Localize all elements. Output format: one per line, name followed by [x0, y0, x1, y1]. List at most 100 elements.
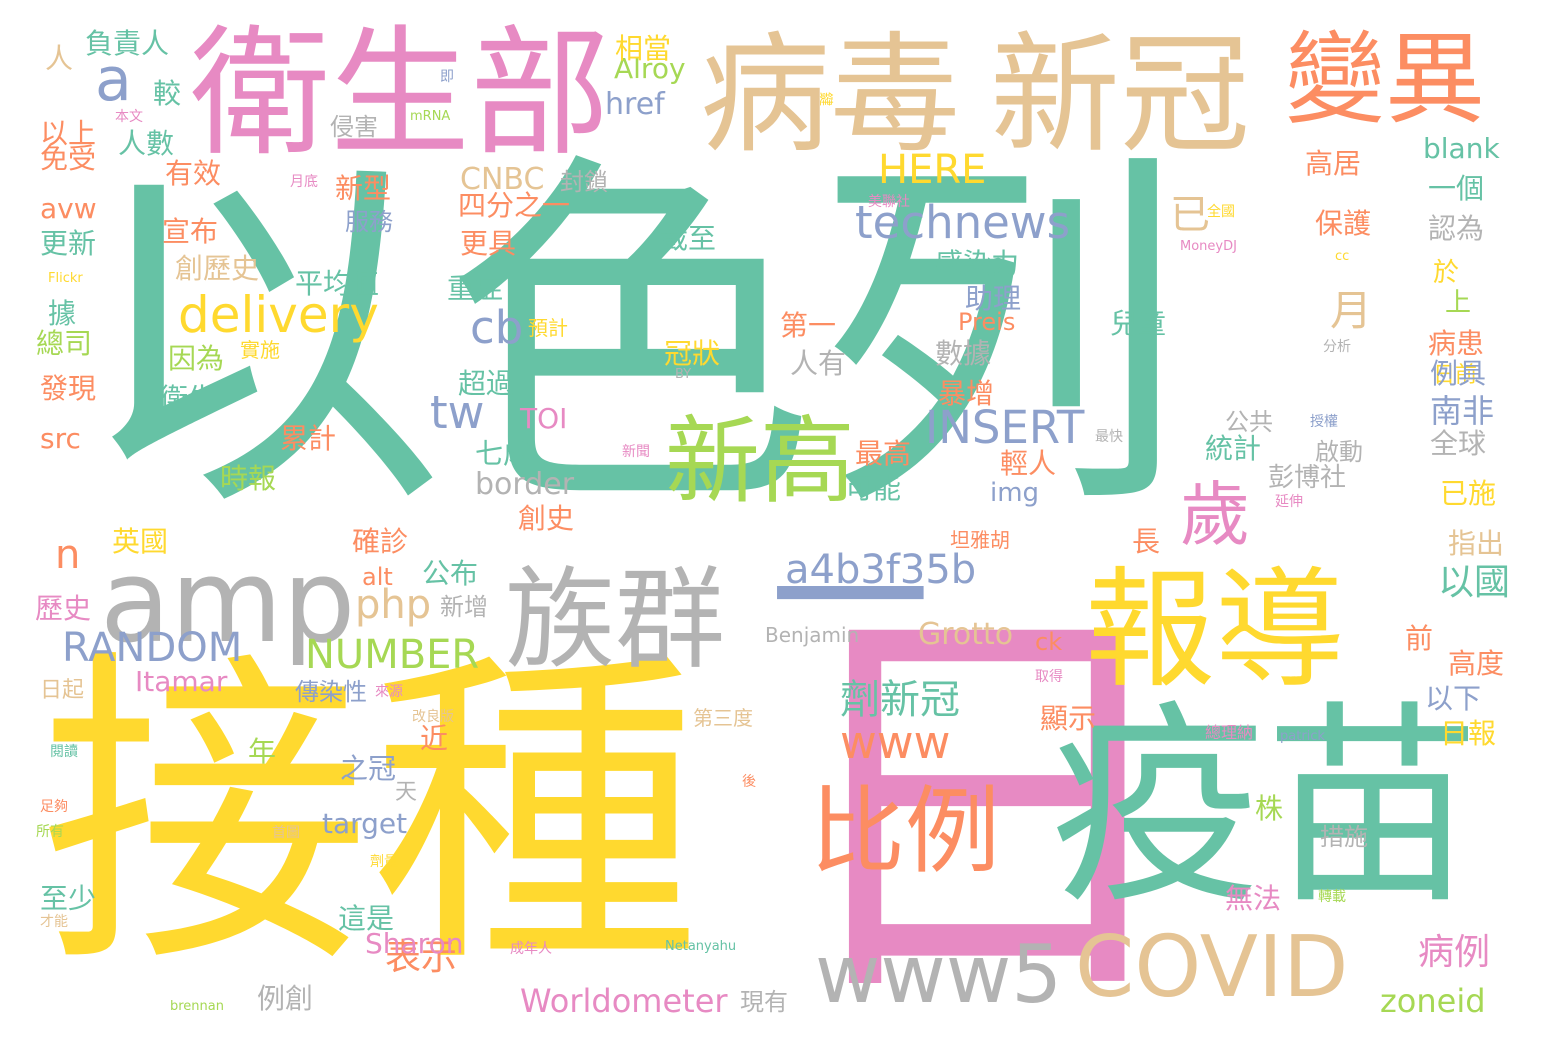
cloud-word: 傳染性 — [295, 678, 367, 706]
cloud-word: 新型 — [335, 172, 392, 205]
cloud-word: 才能 — [40, 914, 68, 930]
cloud-word: target — [322, 807, 408, 840]
cloud-word: 年 — [248, 735, 277, 768]
cloud-word: 累計 — [280, 422, 337, 455]
cloud-word: 已 — [1170, 192, 1210, 238]
cloud-word: INSERT — [925, 401, 1085, 454]
cloud-word: 前 — [1405, 622, 1434, 655]
cloud-word: 人 — [45, 42, 74, 75]
cloud-word: 比例 — [810, 777, 1001, 887]
cloud-word: 月 — [1330, 286, 1373, 335]
cloud-word: 第一 — [780, 309, 837, 342]
cloud-word: 上 — [1445, 288, 1472, 318]
cloud-word: 因為 — [168, 342, 225, 375]
cloud-word: 冠狀 — [664, 337, 721, 370]
cloud-word: 疫苗 — [1050, 682, 1480, 933]
cloud-word: 表示 — [385, 937, 458, 978]
cloud-word: 認為 — [1428, 212, 1485, 245]
cloud-word: Netanyahu — [665, 939, 737, 954]
cloud-word: www — [840, 716, 951, 769]
cloud-word: HERE — [878, 147, 987, 193]
cloud-word: 一個 — [1428, 172, 1485, 205]
cloud-word: Itamar — [135, 665, 228, 698]
cloud-word: 侵害 — [330, 113, 378, 141]
cloud-word: 預計 — [528, 316, 568, 340]
cloud-word: mRNA — [410, 109, 451, 124]
cloud-word: 新聞 — [622, 444, 650, 460]
cloud-word: 全國 — [1207, 204, 1235, 220]
cloud-word: CNBC — [460, 162, 545, 197]
cloud-word: 第三度 — [693, 706, 753, 730]
cloud-word: 助理 — [965, 282, 1022, 315]
cloud-word: patrick — [1280, 729, 1325, 744]
cloud-word: 鍵 — [817, 92, 833, 106]
cloud-word: 分析 — [1323, 339, 1351, 355]
cloud-word: 之冠 — [340, 752, 397, 785]
cloud-word: 時報 — [220, 462, 277, 495]
cloud-word: 以上 — [40, 117, 97, 150]
cloud-word: brennan — [170, 999, 224, 1014]
cloud-word: 更新 — [40, 227, 97, 260]
cloud-word: 美聯社 — [868, 194, 910, 210]
cloud-word: 病毒 — [700, 19, 961, 171]
cloud-word: 於 — [1433, 258, 1460, 288]
cloud-word: 高度 — [1448, 647, 1505, 680]
cloud-word: 最快 — [1095, 429, 1123, 445]
cloud-word: 新冠 — [990, 19, 1251, 171]
cloud-word: 可能 — [845, 472, 902, 505]
cloud-word: 延伸 — [1275, 494, 1303, 510]
cloud-word: TOI — [520, 402, 568, 435]
cloud-word: a — [95, 45, 132, 115]
cloud-word: 所有 — [36, 824, 64, 840]
cloud-word: Alroy — [614, 52, 686, 85]
cloud-word: www5 — [815, 928, 1063, 1021]
cloud-word: 宣布 — [162, 215, 219, 248]
cloud-word: 數據 — [935, 337, 992, 370]
cloud-word: delivery — [178, 286, 379, 344]
cloud-word: BY — [675, 367, 692, 382]
cloud-word: php — [355, 582, 432, 628]
cloud-word: 改良版 — [412, 709, 454, 725]
cloud-word: 例創 — [257, 982, 314, 1015]
cloud-word: 閱讀 — [50, 744, 78, 760]
cloud-word: 坦雅胡 — [950, 528, 1010, 552]
cloud-word: 近 — [420, 722, 449, 755]
cloud-word: 公布 — [422, 557, 479, 590]
cloud-word: 全球 — [1430, 427, 1487, 460]
cloud-word: 衛生 — [160, 382, 217, 415]
cloud-word: 有效 — [165, 157, 222, 190]
cloud-word: 以國 — [1438, 562, 1511, 603]
cloud-word: 例具 — [1430, 357, 1487, 390]
cloud-word: 確診 — [352, 525, 409, 558]
cloud-word: 至少 — [40, 882, 97, 915]
cloud-word: 日 — [775, 565, 1195, 1052]
cloud-word: 七成 — [475, 437, 532, 470]
cloud-word: 最高 — [855, 437, 912, 470]
cloud-word: Preis — [958, 308, 1016, 336]
cloud-word: 輕人 — [1000, 447, 1057, 480]
cloud-word: Worldometer — [520, 982, 728, 1020]
cloud-word: 較 — [153, 77, 182, 110]
cloud-word: 以下 — [1425, 682, 1482, 715]
cloud-word: 重症 — [447, 272, 504, 305]
cloud-word: 公共 — [1225, 408, 1273, 436]
cloud-word: 日前 — [1433, 363, 1478, 388]
cloud-word: 授權 — [1310, 414, 1338, 430]
cloud-word: 即 — [440, 69, 454, 85]
cloud-word: Benjamin — [765, 623, 860, 647]
cloud-word: NUMBER — [305, 632, 480, 678]
cloud-word: 族群 — [505, 556, 725, 684]
cloud-word: 足夠 — [40, 799, 68, 815]
cloud-word: 實施 — [240, 338, 280, 362]
cloud-word: zoneid — [1380, 982, 1486, 1020]
cloud-word: 成年人 — [510, 941, 552, 957]
cloud-word: 兒童 — [1110, 307, 1167, 340]
cloud-word: 封鎖 — [560, 168, 608, 196]
cloud-word: 歷史 — [35, 592, 92, 625]
cloud-word: 指出 — [1448, 527, 1505, 560]
cloud-word: a4b3f35b — [785, 547, 977, 593]
cloud-word: 暴增 — [938, 377, 995, 410]
cloud-word: cb — [470, 301, 524, 354]
cloud-word: 統計 — [1205, 432, 1262, 465]
